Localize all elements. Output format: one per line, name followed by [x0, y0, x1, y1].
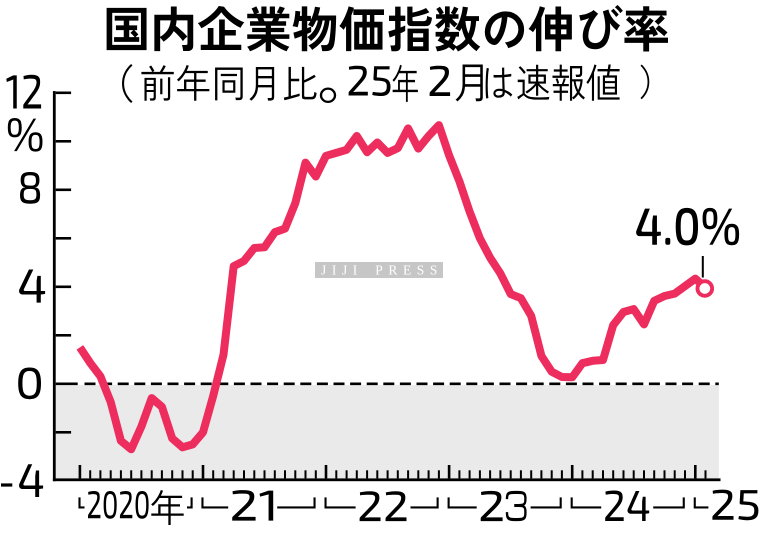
svg-text:JIJI PRESS: JIJI PRESS [321, 262, 443, 277]
